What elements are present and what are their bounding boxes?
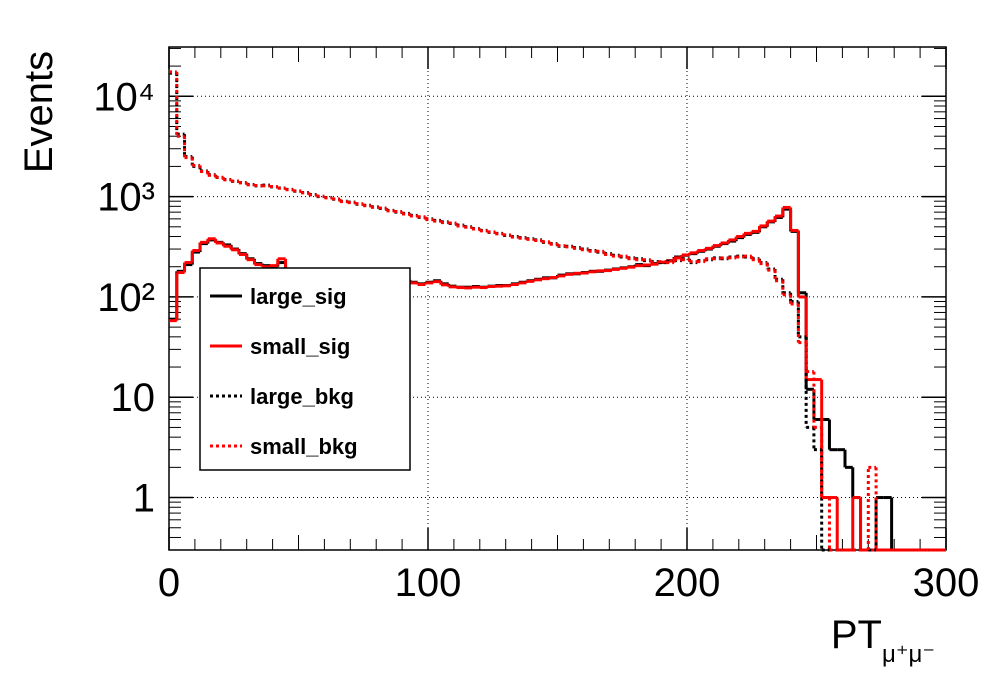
y-tick-label: 10³ <box>97 176 155 220</box>
series <box>169 70 946 552</box>
legend-label: large_bkg <box>250 384 354 409</box>
y-axis-label: Events <box>17 51 61 173</box>
x-axis-label-sub: μ⁺μ⁻ <box>882 641 935 668</box>
x-tick-label: 100 <box>395 561 462 605</box>
y-tick-label: 10² <box>97 276 155 320</box>
legend-label: small_sig <box>250 334 350 359</box>
y-tick-label: 10 <box>111 376 156 420</box>
y-tick-label: 1 <box>133 477 155 521</box>
x-axis-label: PTμ⁺μ⁻ <box>831 613 935 668</box>
x-tick-label: 0 <box>158 561 180 605</box>
y-tick-label: 10⁴ <box>93 75 155 119</box>
plot-frame <box>168 46 947 551</box>
legend-label: large_sig <box>250 284 347 309</box>
x-tick-label: 300 <box>913 561 980 605</box>
legend-label: small_bkg <box>250 434 358 459</box>
x-axis-label-main: PT <box>831 613 882 657</box>
x-tick-label: 200 <box>654 561 721 605</box>
legend-box <box>199 267 411 471</box>
